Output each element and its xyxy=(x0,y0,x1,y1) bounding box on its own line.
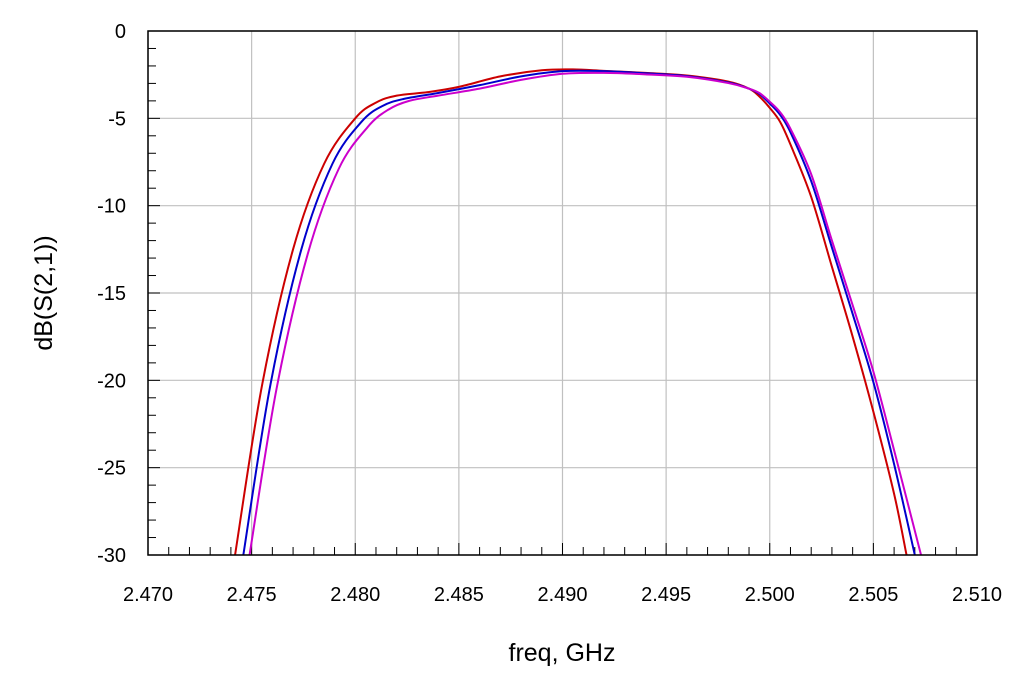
series-line-3 xyxy=(248,71,923,555)
x-tick-label: 2.470 xyxy=(123,584,173,606)
grid xyxy=(147,30,978,556)
plot-frame xyxy=(147,30,978,556)
x-tick-label: 2.500 xyxy=(745,584,795,606)
y-tick-label: -30 xyxy=(97,545,126,567)
y-tick-label: -20 xyxy=(97,370,126,392)
x-tick-label: 2.510 xyxy=(952,584,1002,606)
x-tick-label: 2.505 xyxy=(848,584,898,606)
x-tick-label: 2.480 xyxy=(330,584,380,606)
x-axis-label: freq, GHz xyxy=(509,639,616,667)
series-group xyxy=(234,68,923,555)
y-axis-label: dB(S(2,1)) xyxy=(30,235,58,350)
y-tick-label: -25 xyxy=(97,458,126,480)
y-tick-label: -5 xyxy=(108,108,126,130)
x-tick-label: 2.485 xyxy=(434,584,484,606)
x-tick-labels: 2.470 2.475 2.480 2.485 2.490 2.495 2.500 2.505… xyxy=(123,584,1002,606)
x-tick-label: 2.475 xyxy=(227,584,277,606)
y-tick-label: 0 xyxy=(115,21,126,43)
y-tick-label: -15 xyxy=(97,283,126,305)
series-line-2 xyxy=(242,69,916,555)
x-tick-label: 2.490 xyxy=(537,584,587,606)
y-tick-labels: 0 -5 -10 -15 -20 -25 -30 xyxy=(97,21,126,567)
y-tick-label: -10 xyxy=(97,196,126,218)
x-tick-label: 2.495 xyxy=(641,584,691,606)
series-line-1 xyxy=(234,68,908,555)
